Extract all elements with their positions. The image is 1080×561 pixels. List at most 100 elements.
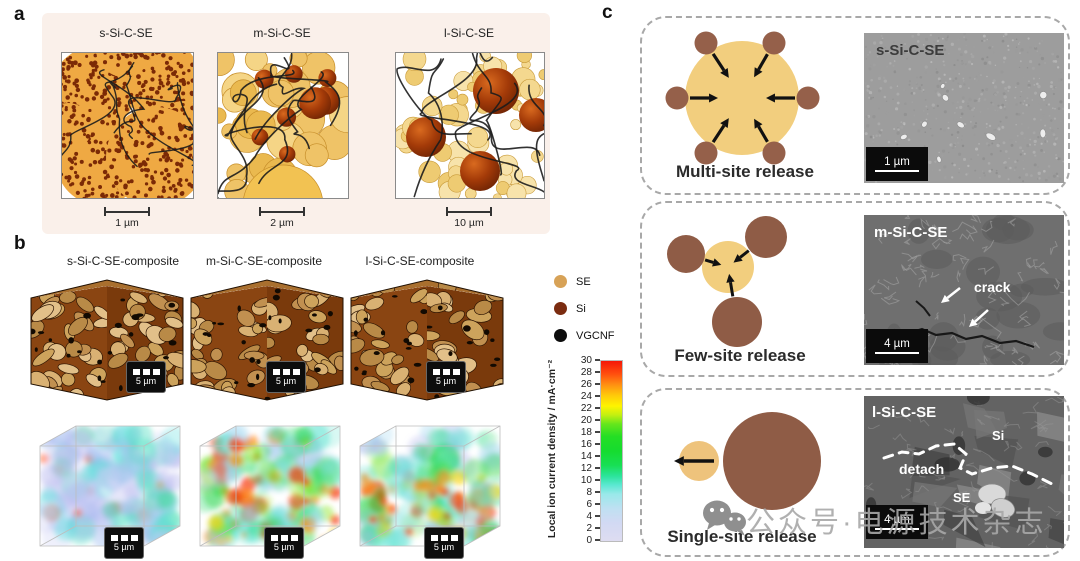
colorbar-tick-mark — [595, 395, 600, 397]
schematic-s-si-c-se — [61, 52, 194, 199]
scalebar-2um — [259, 207, 305, 216]
colorbar-tick-mark — [595, 419, 600, 421]
scale-badge-label: 5 µm — [435, 375, 457, 386]
colorbar-tick-mark — [595, 407, 600, 409]
schematic-m-si-c-se — [217, 52, 349, 199]
detach-annotation: detach — [899, 461, 945, 477]
si-annotation: Si — [992, 428, 1005, 443]
panel-b-title-large: l-Si-C-SE-composite — [365, 254, 475, 268]
colorbar-tick-mark — [595, 431, 600, 433]
colorbar-tick: 16 — [580, 438, 592, 450]
panel-a-title-small: s-Si-C-SE — [99, 26, 153, 40]
scalebar-2um-label: 2 µm — [270, 217, 294, 229]
colorbar-tick-mark — [595, 503, 600, 505]
colorbar-tick-mark — [595, 443, 600, 445]
multi-site-schematic — [648, 20, 848, 175]
colorbar-tick: 24 — [580, 390, 592, 402]
single-site-schematic — [640, 395, 870, 535]
scalebar-10um — [446, 207, 492, 216]
ion-current-colorbar — [600, 360, 623, 542]
scale-badge-label: 5 µm — [135, 375, 157, 386]
sem-scalebox-1um: 1 µm — [866, 147, 928, 181]
sem-scalebox-4um: 4 µm — [866, 505, 928, 539]
multi-site-release-label: Multi-site release — [676, 162, 814, 181]
se-color-dot — [554, 275, 567, 288]
colorbar-tick: 28 — [580, 366, 592, 378]
colorbar-tick-mark — [595, 515, 600, 517]
colorbar-tick: 14 — [580, 450, 592, 462]
colorbar-tick: 20 — [580, 414, 592, 426]
si-color-dot — [554, 302, 567, 315]
single-site-release-label: Single-site release — [667, 527, 817, 546]
panel-c-label: c — [602, 2, 613, 23]
sem-title-s: s-Si-C-SE — [876, 42, 945, 59]
scale-badge: 5 µm — [264, 527, 304, 559]
scale-badge-marks — [270, 534, 298, 541]
sem-title-m: m-Si-C-SE — [874, 224, 948, 241]
wechat-icon — [700, 496, 748, 545]
scale-badge-label: 5 µm — [275, 375, 297, 386]
watermark-text: 公众号·电源技术杂志 — [746, 507, 1047, 539]
legend-item-vgcnf: VGCNF — [554, 329, 615, 342]
scale-badge: 5 µm — [424, 527, 464, 559]
panel-a-label: a — [14, 4, 25, 25]
panel-b-label: b — [14, 233, 26, 254]
scale-badge-marks — [430, 534, 458, 541]
scale-badge-label: 5 µm — [273, 541, 295, 552]
crack-annotation: crack — [974, 279, 1011, 295]
colorbar-tick: 26 — [580, 378, 592, 390]
colorbar-tick-mark — [595, 527, 600, 529]
vgcnf-color-dot — [554, 329, 567, 342]
scale-badge: 5 µm — [266, 361, 306, 393]
composite-cube-medium — [188, 271, 346, 410]
colorbar-tick: 2 — [586, 522, 592, 534]
colorbar-tick: 12 — [580, 462, 592, 474]
sem-scale-text: 4 µm — [884, 514, 910, 526]
sem-scalebox-4um: 4 µm — [866, 329, 928, 363]
colorbar-tick-mark — [595, 383, 600, 385]
scale-badge-marks — [110, 534, 138, 541]
colorbar-tick: 22 — [580, 402, 592, 414]
scale-badge: 5 µm — [426, 361, 466, 393]
ion-current-cube-medium — [188, 420, 346, 559]
legend-label-si: Si — [576, 302, 586, 315]
scalebar-1um-label: 1 µm — [115, 217, 139, 229]
legend-label-vgcnf: VGCNF — [576, 329, 615, 342]
few-site-schematic — [640, 210, 850, 375]
sem-scale-text: 1 µm — [884, 156, 910, 168]
colorbar-tick: 4 — [586, 510, 592, 522]
scale-badge: 5 µm — [104, 527, 144, 559]
colorbar-tick: 6 — [586, 498, 592, 510]
legend-item-se: SE — [554, 275, 591, 288]
scalebar-1um — [104, 207, 150, 216]
panel-a-title-large: l-Si-C-SE — [444, 26, 494, 40]
panel-b-title-medium: m-Si-C-SE-composite — [205, 254, 322, 268]
colorbar-tick: 18 — [580, 426, 592, 438]
scale-badge-marks — [432, 368, 460, 375]
scale-badge: 5 µm — [126, 361, 166, 393]
schematic-l-si-c-se — [395, 52, 545, 199]
colorbar-tick: 30 — [580, 354, 592, 366]
scale-badge-marks — [132, 368, 160, 375]
scale-badge-label: 5 µm — [113, 541, 135, 552]
ion-current-cube-small — [28, 420, 186, 559]
panel-b-title-small: s-Si-C-SE-composite — [66, 254, 180, 268]
scale-badge-marks — [272, 368, 300, 375]
legend-label-se: SE — [576, 275, 591, 288]
sem-title-l: l-Si-C-SE — [872, 404, 937, 421]
few-site-release-label: Few-site release — [674, 346, 806, 365]
colorbar-tick-mark — [595, 467, 600, 469]
legend-item-si: Si — [554, 302, 586, 315]
scale-badge-label: 5 µm — [433, 541, 455, 552]
sem-scale-line — [875, 352, 919, 354]
colorbar-tick: 0 — [586, 534, 592, 546]
colorbar-tick: 10 — [580, 474, 592, 486]
colorbar-tick-mark — [595, 491, 600, 493]
panel-a-title-medium: m-Si-C-SE — [253, 26, 311, 40]
se-annotation: SE — [953, 490, 971, 505]
sem-scale-line — [875, 170, 919, 172]
colorbar-tick-mark — [595, 359, 600, 361]
colorbar-tick-mark — [595, 539, 600, 541]
sem-scale-text: 4 µm — [884, 338, 910, 350]
